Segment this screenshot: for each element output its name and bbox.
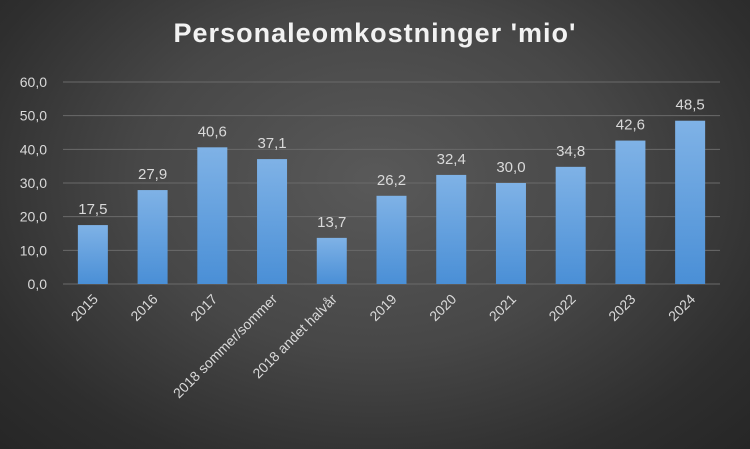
y-tick-label: 60,0 (20, 74, 47, 90)
y-tick-label: 10,0 (20, 242, 47, 258)
bar (197, 147, 228, 284)
data-label: 48,5 (676, 97, 705, 114)
data-label: 27,9 (138, 166, 167, 183)
data-label: 37,1 (257, 135, 286, 152)
y-tick-label: 0,0 (28, 276, 48, 292)
x-tick-label: 2022 (545, 291, 578, 324)
bar (555, 166, 586, 284)
bar (615, 140, 646, 284)
bar (436, 174, 467, 284)
x-tick-label: 2023 (605, 291, 638, 324)
y-tick-label: 20,0 (20, 209, 47, 225)
y-tick-label: 30,0 (20, 175, 47, 191)
data-label: 17,5 (78, 201, 107, 218)
data-label: 34,8 (556, 143, 585, 160)
bar (316, 237, 347, 284)
y-tick-label: 50,0 (20, 108, 47, 124)
bar (675, 120, 706, 284)
bar (495, 183, 526, 284)
x-tick-label: 2015 (68, 291, 101, 324)
bar (257, 159, 288, 284)
data-label: 26,2 (377, 172, 406, 189)
y-tick-label: 40,0 (20, 141, 47, 157)
x-tick-label: 2021 (486, 291, 519, 324)
y-axis: 0,0 10,0 20,0 30,0 40,0 50,0 60,0 (20, 74, 47, 292)
bar (77, 225, 108, 284)
x-tick-label: 2018 sommer/sommer (170, 291, 281, 402)
x-tick-label: 2019 (366, 291, 399, 324)
chart-title: Personaleomkostninger 'mio' (173, 18, 577, 48)
data-label: 42,6 (616, 117, 645, 134)
data-label: 40,6 (198, 123, 227, 140)
data-label: 32,4 (437, 151, 466, 168)
x-tick-label: 2017 (187, 291, 220, 324)
bar (137, 190, 168, 284)
bar (376, 195, 407, 284)
x-tick-label: 2016 (127, 291, 160, 324)
data-label: 13,7 (317, 214, 346, 231)
data-label: 30,0 (496, 159, 525, 176)
data-labels: 17,5 27,9 40,6 37,1 13,7 26,2 32,4 30,0 34,8 42,6… (78, 97, 704, 231)
bars (77, 120, 706, 284)
x-tick-label: 2024 (665, 291, 698, 324)
x-tick-label: 2020 (426, 291, 459, 324)
